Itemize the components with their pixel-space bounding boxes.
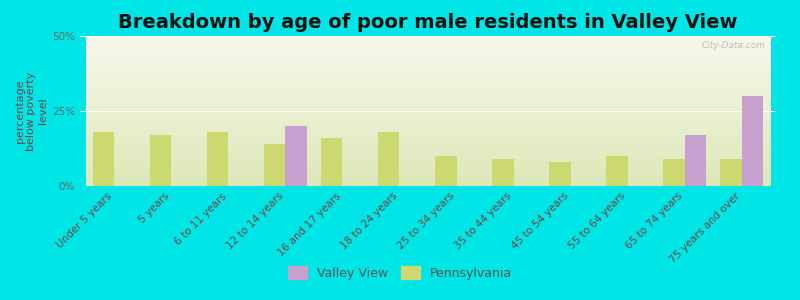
Y-axis label: percentage
below poverty
level: percentage below poverty level [14,71,48,151]
Text: City-Data.com: City-Data.com [702,40,766,50]
Bar [321,138,342,186]
Bar [742,96,763,186]
Bar [492,159,514,186]
Bar [264,144,286,186]
Bar [150,135,171,186]
Title: Breakdown by age of poor male residents in Valley View: Breakdown by age of poor male residents … [118,13,738,32]
Bar [286,126,307,186]
Bar [606,156,628,186]
Bar [663,159,685,186]
Bar [435,156,457,186]
Bar [378,132,399,186]
Bar [93,132,114,186]
Bar [720,159,742,186]
Legend: Valley View, Pennsylvania: Valley View, Pennsylvania [283,261,517,285]
Bar [549,162,570,186]
Bar [685,135,706,186]
Bar [206,132,228,186]
